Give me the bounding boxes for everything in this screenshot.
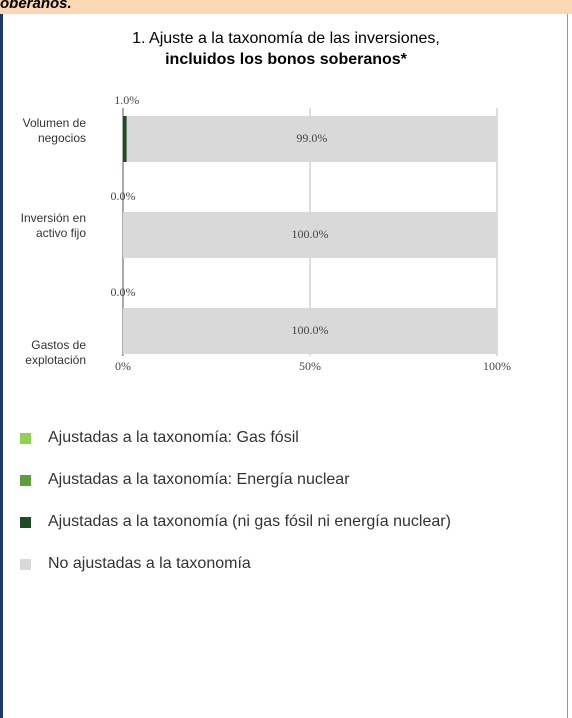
header-text: oberanos.	[0, 0, 72, 12]
header-strip: oberanos.	[0, 0, 572, 14]
data-label: 100.0%	[292, 227, 329, 241]
legend-swatch	[20, 475, 31, 486]
chart-title: 1. Ajuste a la taxonomía de las inversio…	[132, 30, 440, 47]
bar	[123, 308, 497, 354]
legend-label: Ajustadas a la taxonomía (ni gas fósil n…	[48, 513, 451, 530]
data-label: 1.0%	[114, 93, 139, 107]
legend-swatch	[20, 559, 31, 570]
y-category-label: Volumen de negocios	[22, 116, 86, 145]
data-label: 0.0%	[111, 189, 136, 203]
legend-swatch	[20, 433, 31, 444]
legend-label: Ajustadas a la taxonomía: Energía nuclea…	[48, 471, 350, 488]
y-category-label: Inversión en activo fijo	[20, 211, 86, 240]
data-label: 0.0%	[111, 285, 136, 299]
bar	[123, 212, 497, 258]
legend-swatch	[20, 517, 31, 528]
x-tick-label: 100%	[483, 359, 511, 373]
y-category-label: Gastos de explotación	[25, 338, 86, 367]
chart-subtitle: incluidos los bonos soberanos*	[165, 51, 407, 68]
data-label: 100.0%	[292, 323, 329, 337]
legend-label: No ajustadas a la taxonomía	[48, 555, 251, 572]
x-tick-label: 0%	[115, 359, 131, 373]
data-label: 99.0%	[296, 131, 327, 145]
frame	[0, 14, 568, 718]
x-tick-label: 50%	[299, 359, 321, 373]
legend-label: Ajustadas a la taxonomía: Gas fósil	[48, 429, 299, 446]
bar	[123, 116, 127, 162]
bar	[126, 116, 498, 162]
